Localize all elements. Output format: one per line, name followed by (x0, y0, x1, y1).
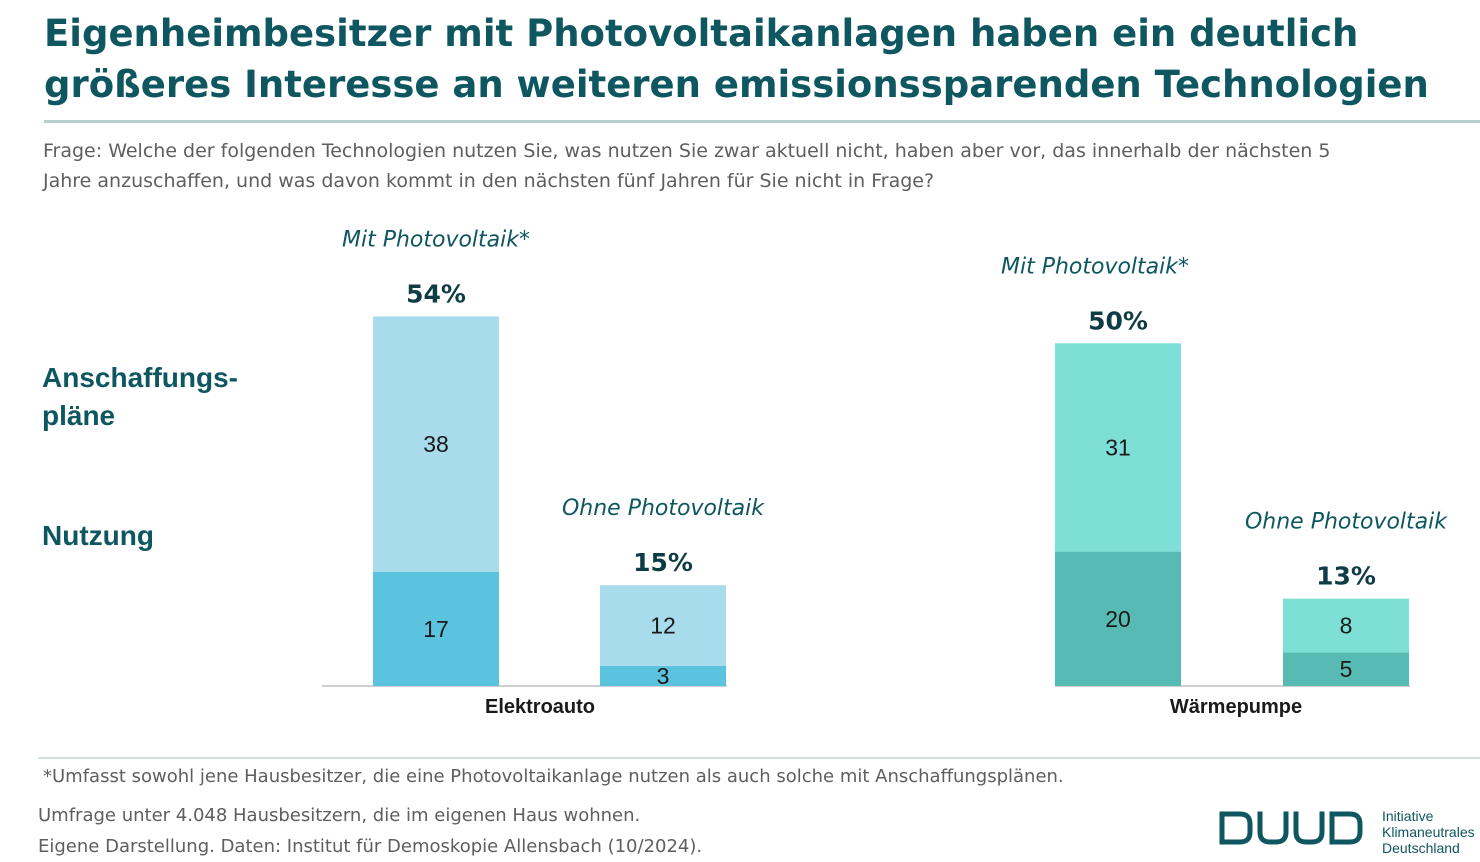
bar-segment-0-0-0 (373, 571, 499, 686)
bar-segment-1-1-1 (1283, 598, 1409, 653)
total-label-0-0: 54% (406, 279, 466, 308)
survey-question: Frage: Welche der folgenden Technologien… (43, 140, 1331, 192)
row-label-use: Nutzung (42, 520, 154, 551)
footnote: *Umfasst sowohl jene Hausbesitzer, die e… (43, 766, 1064, 787)
bar-segment-1-1-0 (1283, 652, 1409, 686)
category-label-0: Elektroauto (485, 696, 595, 718)
title-divider (44, 120, 1480, 123)
total-label-1-0: 50% (1088, 306, 1148, 335)
chart-title: Eigenheimbesitzer mit Photovoltaikanlage… (44, 12, 1429, 106)
category-label-1: Wärmepumpe (1170, 696, 1302, 718)
bar-segment-0-1-1 (600, 585, 726, 666)
data-label-1-0-1: 31 (1105, 434, 1131, 460)
ikd-logo-mark-icon (1219, 811, 1363, 845)
stacked-bar-chart: 17 38 54% Mit Photovoltaik* 3 12 15% Ohne Photo… (322, 227, 1448, 718)
group-label-0-0: Mit Photovoltaik* (342, 227, 530, 252)
total-label-1-1: 13% (1316, 562, 1376, 591)
source-note: Eigene Darstellung. Daten: Institut für … (38, 836, 703, 857)
footer-divider (38, 757, 1480, 759)
bar-segment-1-0-1 (1055, 343, 1181, 552)
data-label-0-1-0: 3 (657, 663, 670, 689)
ikd-logo: Initiative Klimaneutrales Deutschland (1218, 808, 1480, 862)
data-label-0-0-0: 17 (423, 616, 449, 642)
data-label-1-1-1: 8 (1340, 613, 1353, 639)
total-label-0-1: 15% (633, 548, 693, 577)
group-label-1-0: Mit Photovoltaik* (1001, 254, 1189, 279)
ikd-logo-text: Initiative Klimaneutrales Deutschland (1382, 808, 1475, 856)
group-label-1-1: Ohne Photovoltaik (1245, 510, 1448, 535)
bar-segment-1-0-0 (1055, 551, 1181, 686)
group-label-0-1: Ohne Photovoltaik (562, 496, 765, 521)
bar-segment-0-1-0 (600, 665, 726, 686)
survey-note: Umfrage unter 4.048 Hausbesitzern, die i… (38, 805, 641, 826)
data-label-1-0-0: 20 (1105, 606, 1131, 632)
bar-segment-0-0-1 (373, 316, 499, 572)
data-label-0-0-1: 38 (423, 431, 449, 457)
data-label-0-1-1: 12 (650, 613, 676, 639)
row-label-plans: Anschaffungs-pläne (42, 362, 238, 431)
data-label-1-1-0: 5 (1340, 656, 1353, 682)
